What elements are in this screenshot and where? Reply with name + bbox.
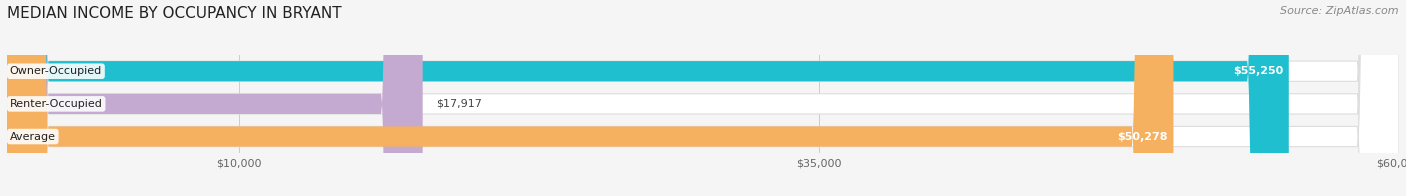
FancyBboxPatch shape: [7, 0, 1399, 196]
Text: Owner-Occupied: Owner-Occupied: [10, 66, 103, 76]
Text: $50,278: $50,278: [1118, 132, 1168, 142]
Text: $55,250: $55,250: [1233, 66, 1284, 76]
Text: Renter-Occupied: Renter-Occupied: [10, 99, 103, 109]
FancyBboxPatch shape: [7, 0, 423, 196]
FancyBboxPatch shape: [7, 0, 1289, 196]
FancyBboxPatch shape: [7, 0, 1399, 196]
Text: $17,917: $17,917: [437, 99, 482, 109]
FancyBboxPatch shape: [7, 0, 1399, 196]
Text: Source: ZipAtlas.com: Source: ZipAtlas.com: [1281, 6, 1399, 16]
FancyBboxPatch shape: [7, 0, 1174, 196]
Text: Average: Average: [10, 132, 56, 142]
Text: MEDIAN INCOME BY OCCUPANCY IN BRYANT: MEDIAN INCOME BY OCCUPANCY IN BRYANT: [7, 6, 342, 21]
